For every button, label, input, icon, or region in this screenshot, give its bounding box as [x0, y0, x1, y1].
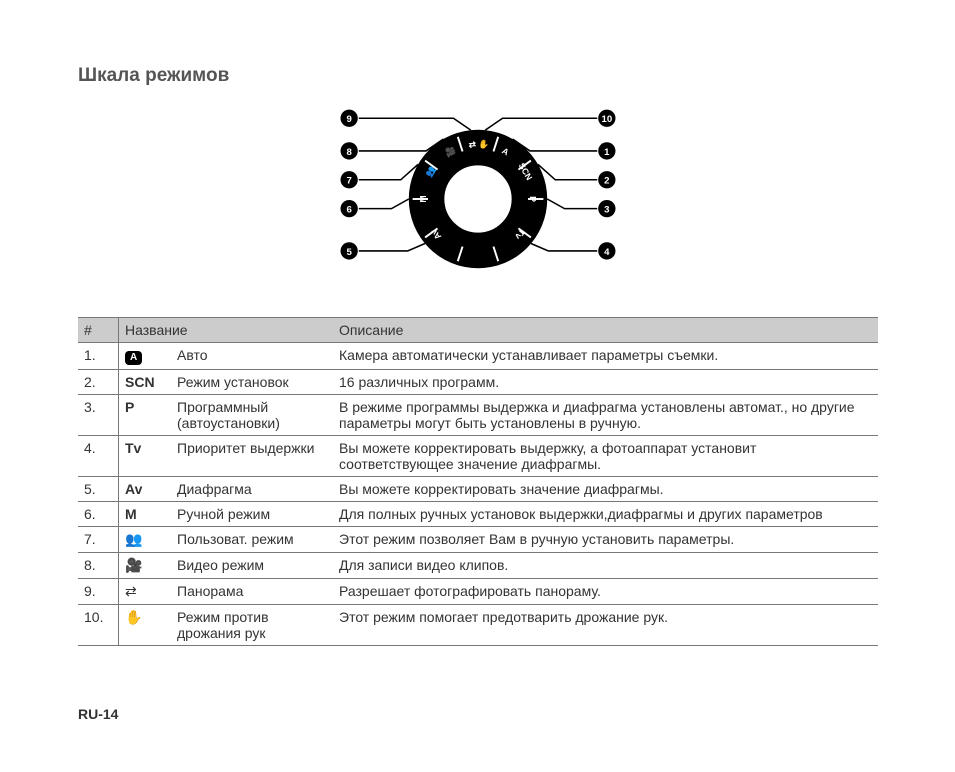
row-number: 10.: [78, 605, 119, 646]
svg-text:4: 4: [604, 247, 610, 258]
page-footer: RU-14: [78, 706, 118, 722]
row-description: Камера автоматически устанавливает парам…: [333, 343, 878, 370]
row-name: Панорама: [171, 579, 333, 605]
row-name: Видео режим: [171, 553, 333, 579]
svg-text:5: 5: [346, 247, 352, 258]
row-symbol: ✋: [119, 605, 172, 646]
row-symbol: M: [119, 502, 172, 527]
table-row: 10. ✋ Режим против дрожания рукЭтот режим …: [78, 605, 878, 646]
mode-dial-figure: ASCNPTvAvM👥🎥⇄✋12345678910: [78, 99, 878, 299]
row-symbol: 🎥: [119, 553, 172, 579]
row-number: 2.: [78, 370, 119, 395]
table-row: 6.MРучной режимДля полных ручных установ…: [78, 502, 878, 527]
row-symbol: Av: [119, 477, 172, 502]
mode-dial-svg: ASCNPTvAvM👥🎥⇄✋12345678910: [318, 99, 638, 299]
row-description: Вы можете корректировать выдержку, а фот…: [333, 436, 878, 477]
svg-text:M: M: [418, 195, 428, 202]
table-row: 7. 👥 Пользоват. режимЭтот режим позволяет …: [78, 527, 878, 553]
modes-table: # Название Описание 1. A АвтоКамера автома…: [78, 317, 878, 646]
auto-icon: A: [125, 351, 142, 365]
svg-text:7: 7: [346, 176, 351, 187]
mode-icon: ⇄: [125, 583, 137, 599]
header-name: Название: [119, 318, 334, 343]
row-description: Для записи видео клипов.: [333, 553, 878, 579]
svg-text:9: 9: [346, 114, 351, 125]
section-title: Шкала режимов: [78, 65, 878, 87]
svg-text:1: 1: [604, 147, 610, 158]
row-symbol: 👥: [119, 527, 172, 553]
row-number: 7.: [78, 527, 119, 553]
row-name: Диафрагма: [171, 477, 333, 502]
svg-text:6: 6: [346, 204, 351, 215]
svg-text:8: 8: [346, 147, 352, 158]
page-content: Шкала режимов ASCNPTvAvM👥🎥⇄✋12345678910 …: [78, 65, 878, 646]
mode-icon: 🎥: [125, 557, 142, 573]
svg-text:2: 2: [604, 176, 609, 187]
row-number: 1.: [78, 343, 119, 370]
row-description: Разрешает фотографировать панораму.: [333, 579, 878, 605]
row-description: Вы можете корректировать значение диафра…: [333, 477, 878, 502]
row-description: Для полных ручных установок выдержки,диа…: [333, 502, 878, 527]
table-row: 5.AvДиафрагмаВы можете корректировать зн…: [78, 477, 878, 502]
row-number: 8.: [78, 553, 119, 579]
table-row: 2.SCNРежим установок16 различных програм…: [78, 370, 878, 395]
header-num: #: [78, 318, 119, 343]
manual-page: Шкала режимов ASCNPTvAvM👥🎥⇄✋12345678910 …: [0, 0, 955, 772]
row-symbol: ⇄: [119, 579, 172, 605]
row-name: Пользоват. режим: [171, 527, 333, 553]
row-symbol: SCN: [119, 370, 172, 395]
table-row: 8. 🎥 Видео режимДля записи видео клипов.: [78, 553, 878, 579]
svg-text:3: 3: [604, 204, 609, 215]
mode-icon: 👥: [125, 531, 142, 547]
row-symbol: P: [119, 395, 172, 436]
table-row: 1. A АвтоКамера автоматически устанавливае…: [78, 343, 878, 370]
row-name: Авто: [171, 343, 333, 370]
row-name: Ручной режим: [171, 502, 333, 527]
row-number: 3.: [78, 395, 119, 436]
row-name: Режим установок: [171, 370, 333, 395]
table-row: 4.TvПриоритет выдержкиВы можете корректи…: [78, 436, 878, 477]
svg-text:✋: ✋: [478, 139, 490, 150]
row-description: Этот режим позволяет Вам в ручную устано…: [333, 527, 878, 553]
svg-text:P: P: [528, 196, 538, 202]
modes-table-body: 1. A АвтоКамера автоматически устанавливае…: [78, 343, 878, 646]
row-number: 5.: [78, 477, 119, 502]
row-number: 9.: [78, 579, 119, 605]
row-symbol: Tv: [119, 436, 172, 477]
svg-text:10: 10: [601, 114, 612, 125]
row-name: Приоритет выдержки: [171, 436, 333, 477]
header-desc: Описание: [333, 318, 878, 343]
row-name: Режим против дрожания рук: [171, 605, 333, 646]
table-row: 3.PПрограммный (автоустановки)В режиме п…: [78, 395, 878, 436]
row-description: 16 различных программ.: [333, 370, 878, 395]
mode-icon: ✋: [125, 609, 142, 625]
row-description: Этот режим помогает предотварить дрожани…: [333, 605, 878, 646]
row-description: В режиме программы выдержка и диафрагма …: [333, 395, 878, 436]
row-name: Программный (автоустановки): [171, 395, 333, 436]
row-number: 6.: [78, 502, 119, 527]
row-symbol: A: [119, 343, 172, 370]
table-row: 9. ⇄ ПанорамаРазрешает фотографировать пан…: [78, 579, 878, 605]
modes-table-head: # Название Описание: [78, 318, 878, 343]
row-number: 4.: [78, 436, 119, 477]
